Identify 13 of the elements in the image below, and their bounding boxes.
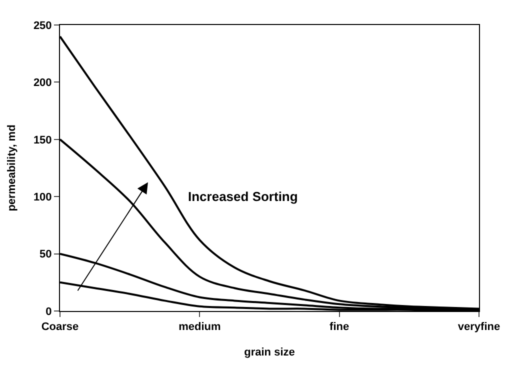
y-tick-label: 0	[46, 306, 52, 318]
y-tick-label: 100	[33, 191, 52, 204]
y-tick-label: 200	[33, 77, 52, 90]
x-tick-label: veryfine	[458, 321, 500, 334]
x-tick-label: Coarse	[41, 321, 79, 334]
x-tick-label: fine	[330, 321, 350, 334]
x-tick-label: medium	[178, 321, 221, 334]
annotation: Increased Sorting	[188, 189, 298, 204]
y-tick-label: 50	[40, 248, 52, 261]
y-tick-label: 150	[33, 134, 52, 146]
y-tick-label: 250	[33, 20, 52, 32]
y-axis-title: permeability, md	[6, 124, 18, 212]
x-axis-title: grain size	[244, 346, 295, 358]
